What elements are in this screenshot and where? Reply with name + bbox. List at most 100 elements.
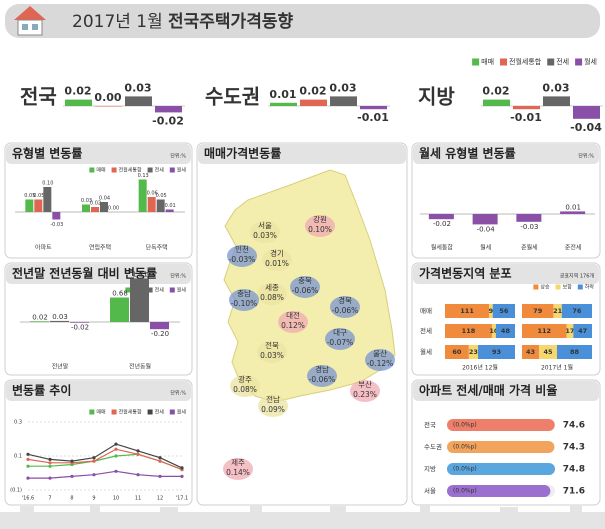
point [92,473,96,477]
panel-title: 변동률 추이 [12,383,71,398]
region-mark [250,221,280,243]
x-tick-label: 8 [70,496,73,502]
line [27,443,183,469]
segment-label: 9 [489,307,494,315]
row-label: 월세 [420,347,432,356]
region-title: 지방 [418,85,455,109]
bar [130,278,149,322]
value-label: 74.8 [563,465,585,475]
segment-label: 111 [460,307,474,315]
value-label: 0.02 [299,85,326,98]
value-label: 0.04 [99,196,110,202]
point [158,456,162,460]
x-tick-label: 월세통합 [431,244,454,252]
value-label: -0.02 [152,114,184,127]
row-label: 전세 [420,326,432,335]
bar-note: (0.0%p) [453,466,477,473]
bar [65,99,92,106]
x-tick-label: 단독주택 [146,244,168,252]
legend-label: 전월세통합 [509,57,542,66]
bar-segment [492,304,515,318]
legend-label: 월세 [177,167,187,174]
region-value: 0.03% [253,231,277,240]
bar [300,99,327,106]
x-tick-label: 11 [135,496,141,502]
panel-title: 아파트 전세/매매 가격 비율 [419,383,557,398]
x-tick-label: 준전세 [565,244,582,252]
region-value: 0.23% [353,390,377,399]
region-value: -0.03% [229,255,256,264]
point [92,456,96,460]
y-tick-label: 0.3 [14,420,22,426]
point [114,454,118,458]
title-bar [5,4,600,38]
value-label: 0.01 [165,203,176,209]
region-value: 0.01% [265,259,289,268]
region-value: -0.10% [231,299,258,308]
point [92,459,96,463]
region-mark [227,245,257,267]
region-mark [257,341,287,363]
bar [447,463,555,475]
x-tick-label: 9 [92,496,95,502]
bar-segment [557,345,592,359]
legend-swatch [147,287,153,293]
value-label: 0.03 [124,81,151,94]
bar-note: (0.0%p) [453,422,477,429]
legend-swatch [111,409,117,415]
region-name: 세종 [265,283,279,292]
x-tick-label: 아파트 [35,244,52,252]
bar [472,214,498,225]
title-date: 2017년 1월 [72,12,163,32]
point [48,464,52,468]
panel-unit: 단위:% [170,390,186,397]
bar [543,96,570,106]
x-tick-label: '17.1 [176,496,189,502]
value-label: -0.02 [71,324,89,332]
value-label: -0.04 [570,121,602,134]
legend-swatch [125,287,131,293]
legend-label: 상승 [540,284,550,291]
panel-title: 매매가격변동률 [204,146,281,161]
point [48,461,52,465]
panel-title: 월세 유형별 변동률 [419,146,516,161]
region-mark [258,395,288,417]
footer [0,504,605,529]
point [26,452,30,456]
value-label: 0.68 [112,290,128,298]
bar-segment [495,324,515,338]
value-label: 0.02 [90,201,101,207]
bar [155,106,182,113]
region-value: 0.10% [308,225,332,234]
point [48,476,52,480]
region-mark [307,365,337,387]
bar [82,204,90,212]
region-value: -0.06% [309,375,336,384]
bar-segment [468,345,479,359]
legend-swatch [147,409,153,415]
bar [95,106,122,107]
value-label: 0.01 [269,88,296,101]
bar-segment [491,324,496,338]
point [48,457,52,461]
region-mark [365,349,395,371]
point [136,449,140,453]
panel-unit: 단위:% [170,153,186,160]
legend-label: 매매 [96,167,106,174]
region-value: 0.12% [281,321,305,330]
bar [165,209,174,212]
region-name: 경북 [338,295,352,305]
x-tick-label: 전년말 [52,363,69,371]
legend-swatch [555,284,561,290]
value-label: 0.06 [147,191,158,197]
bar [560,211,586,214]
bar [110,297,129,322]
point [114,442,118,446]
bar [330,96,357,106]
legend-label: 월세 [177,409,187,416]
panel-unit: 단위:% [578,153,594,160]
point [158,474,162,478]
value-label: 0.02 [32,313,48,321]
legend-swatch [575,58,583,66]
period-label: 2016년 12월 [462,364,498,372]
